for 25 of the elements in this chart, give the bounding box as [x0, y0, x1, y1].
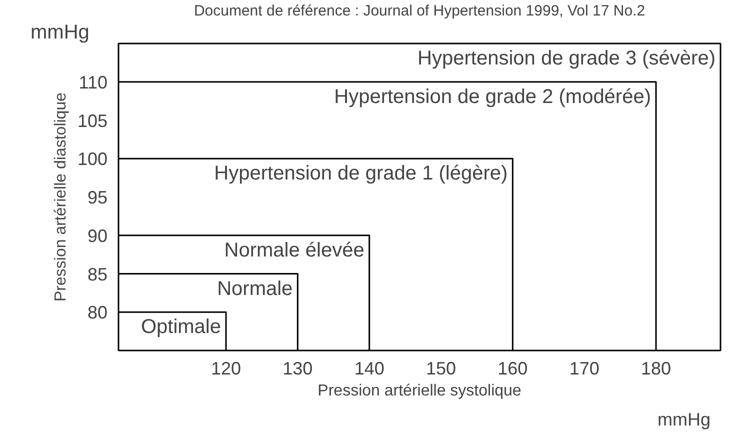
series-label: Hypertension de grade 2 (modérée)	[334, 86, 652, 108]
chart-title: Document de référence : Journal of Hypertension 1999, Vol 17 No.2	[194, 2, 646, 20]
x-tick-label: 160	[498, 358, 528, 378]
x-tick-label: 140	[354, 358, 384, 378]
series-label: Normale élevée	[224, 239, 364, 262]
y-tick-label: 85	[87, 264, 108, 284]
text: mmHg	[658, 410, 710, 430]
x-tick-label: 150	[426, 358, 456, 378]
y-tick-label: 80	[87, 302, 108, 323]
series-label: Optimale	[140, 316, 221, 338]
y-tick-label: 110	[78, 72, 108, 92]
series-label: Normale	[217, 278, 293, 300]
x-tick-label: 170	[569, 358, 600, 378]
x-tick-label: 180	[640, 358, 672, 378]
text: mmHg	[30, 22, 90, 44]
series-label: Hypertension de grade 1 (légère)	[214, 162, 508, 185]
y-tick-label: 100	[77, 149, 108, 170]
annotation: Hypertension de grade 3 (sévère)	[418, 48, 716, 70]
y-tick-label: 95	[87, 188, 108, 208]
y-tick-label: 105	[77, 110, 108, 131]
y-axis-title: Pression artérielle diastolique	[52, 92, 70, 302]
y-tick-label: 90	[87, 226, 108, 246]
x-axis-title: Pression artérielle systolique	[318, 382, 522, 400]
x-tick-label: 130	[282, 358, 313, 378]
x-tick-label: 120	[210, 358, 242, 378]
